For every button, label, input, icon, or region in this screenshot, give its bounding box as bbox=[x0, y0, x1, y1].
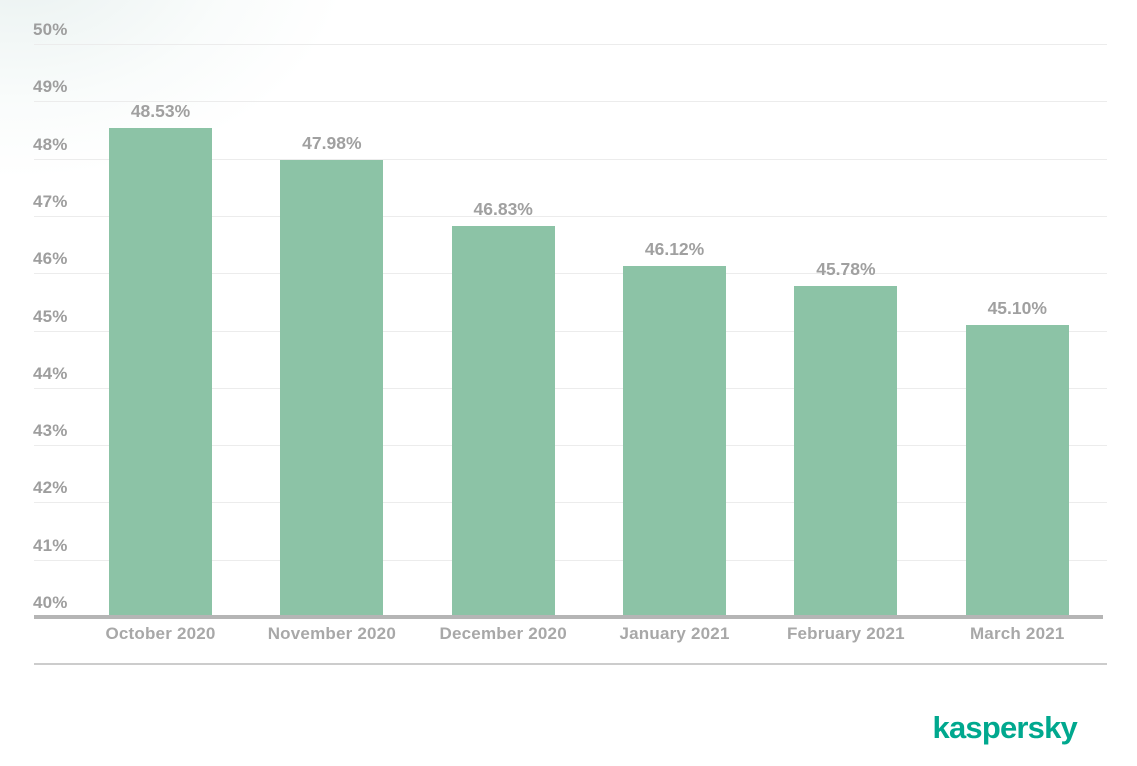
bar-value-label: 46.83% bbox=[473, 198, 533, 219]
y-axis-tick-label: 50% bbox=[33, 20, 68, 39]
x-axis-category-label: January 2021 bbox=[619, 624, 730, 643]
gridline bbox=[34, 215, 1107, 217]
x-axis-category-label: October 2020 bbox=[105, 624, 216, 643]
y-axis-tick-label: 46% bbox=[33, 249, 68, 269]
bar-value-label: 47.98% bbox=[302, 132, 362, 153]
bar bbox=[794, 285, 898, 615]
gridline bbox=[34, 101, 1107, 103]
y-axis-tick-label: 45% bbox=[33, 306, 68, 326]
gridline bbox=[34, 44, 1107, 45]
y-axis-tick-label: 47% bbox=[33, 191, 68, 211]
gridline bbox=[34, 502, 1107, 504]
y-axis-tick-label: 44% bbox=[33, 363, 68, 383]
x-axis-category-label: November 2020 bbox=[267, 624, 396, 643]
y-axis-tick-label: 49% bbox=[33, 77, 68, 97]
x-axis-category-label: March 2021 bbox=[969, 624, 1065, 643]
gridline bbox=[34, 158, 1107, 160]
y-axis-tick-label: 41% bbox=[33, 535, 68, 555]
gridline bbox=[34, 273, 1107, 275]
bar bbox=[109, 128, 212, 615]
x-axis-category-label: December 2020 bbox=[439, 624, 567, 643]
y-axis-tick-label: 48% bbox=[33, 134, 68, 154]
bar bbox=[623, 266, 727, 615]
y-axis-tick-label: 43% bbox=[33, 421, 68, 441]
y-axis-tick-label: 42% bbox=[33, 478, 68, 498]
x-axis-category-label: February 2021 bbox=[786, 624, 905, 643]
gridline bbox=[34, 559, 1107, 561]
bar-value-label: 45.78% bbox=[816, 258, 876, 279]
bar-value-label: 48.53% bbox=[130, 101, 191, 122]
bar bbox=[965, 324, 1069, 615]
bar bbox=[451, 225, 555, 615]
y-axis-tick-label: 40% bbox=[33, 593, 68, 612]
gridline bbox=[34, 387, 1107, 389]
x-axis-baseline bbox=[34, 615, 1103, 619]
bar bbox=[280, 159, 384, 615]
footer-divider bbox=[34, 663, 1107, 665]
bar-value-label: 45.10% bbox=[987, 297, 1047, 318]
gridline bbox=[34, 445, 1107, 447]
kaspersky-logo: kaspersky bbox=[932, 710, 1078, 745]
gridline bbox=[34, 330, 1107, 332]
bar-value-label: 46.12% bbox=[644, 239, 705, 260]
